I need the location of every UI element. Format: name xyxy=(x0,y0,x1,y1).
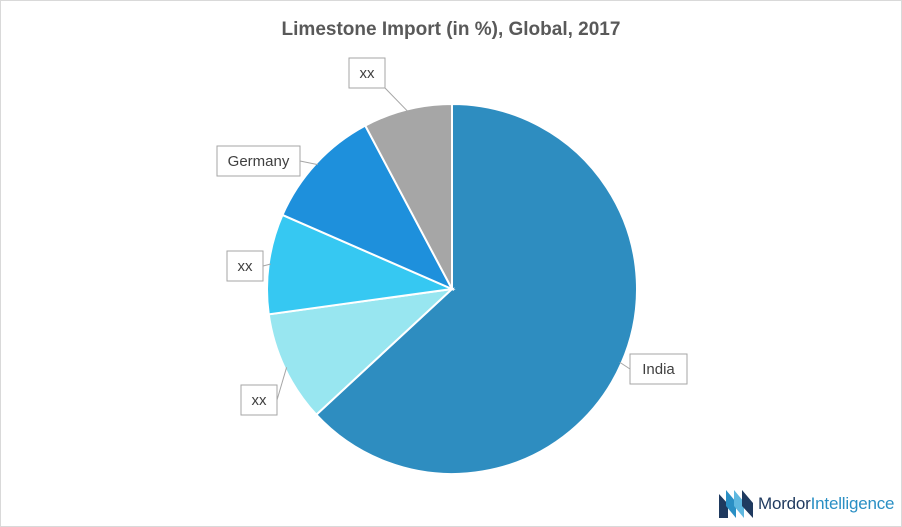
slice-label-1: India xyxy=(642,361,675,378)
leader-line-3 xyxy=(262,263,271,267)
callout-box-3 xyxy=(226,250,264,282)
pie-slice-5 xyxy=(363,102,453,290)
pie-slice-3 xyxy=(266,213,456,316)
chart-title: Limestone Import (in %), Global, 2017 xyxy=(281,19,621,40)
mordor-intelligence-logo-icon xyxy=(719,490,753,518)
slice-label-4: Germany xyxy=(228,153,290,170)
slice-label-5: xx xyxy=(360,65,376,82)
slice-label-3: xx xyxy=(238,258,254,275)
brand-name-part1: Mordor xyxy=(758,494,811,513)
leader-line-2 xyxy=(276,367,288,401)
pie-slices xyxy=(266,102,638,475)
leader-lines xyxy=(262,87,631,401)
brand-name-part2: Intelligence xyxy=(810,494,895,513)
slice-label-2: xx xyxy=(252,392,268,409)
pie-slice-4 xyxy=(281,124,455,292)
brand-name: MordorIntelligence xyxy=(758,494,894,514)
leader-line-4 xyxy=(299,160,318,166)
leader-line-1 xyxy=(619,361,631,370)
callout-box-2 xyxy=(240,384,278,416)
callout-box-4 xyxy=(216,145,301,177)
callout-box-1 xyxy=(629,353,688,385)
pie-slice-2 xyxy=(267,287,456,417)
leader-line-5 xyxy=(384,87,409,112)
brand-logo: MordorIntelligence xyxy=(719,489,894,519)
callout-labels: India xx xx Germany xx xyxy=(216,57,688,416)
callout-box-5 xyxy=(348,57,386,89)
